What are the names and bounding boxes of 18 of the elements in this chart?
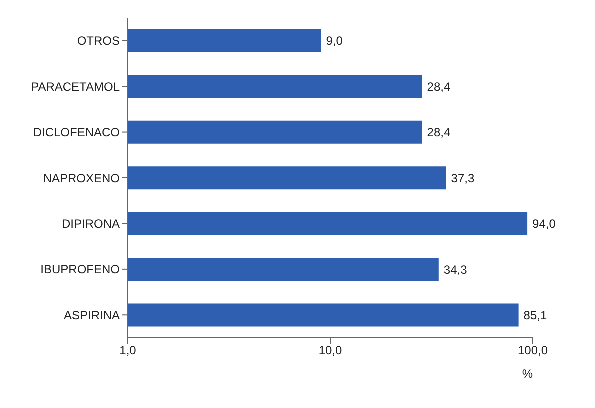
data-label: 94,0 [532,217,556,232]
x-tick-label: 1,0 [120,344,137,358]
data-label: 37,3 [451,171,475,186]
data-label: 85,1 [524,308,548,322]
y-tick-label: IBUPROFENO [40,262,120,277]
x-tick-label: 100,0 [518,344,548,358]
x-tick-label: 10,0 [318,344,342,358]
data-label: 28,4 [427,126,451,140]
data-label: 9,0 [326,34,344,48]
y-tick-label: DICLOFENACO [33,126,120,140]
data-label: 28,4 [427,80,451,94]
y-tick-label: ASPIRINA [64,308,120,322]
y-tick-label: PARACETAMOL [31,80,120,94]
y-tick-label: NAPROXENO [43,171,120,186]
y-tick-label: OTROS [77,34,120,48]
x-axis-title: % [522,367,534,381]
data-label: 34,3 [444,262,468,277]
y-tick-label: DIPIRONA [62,216,120,231]
